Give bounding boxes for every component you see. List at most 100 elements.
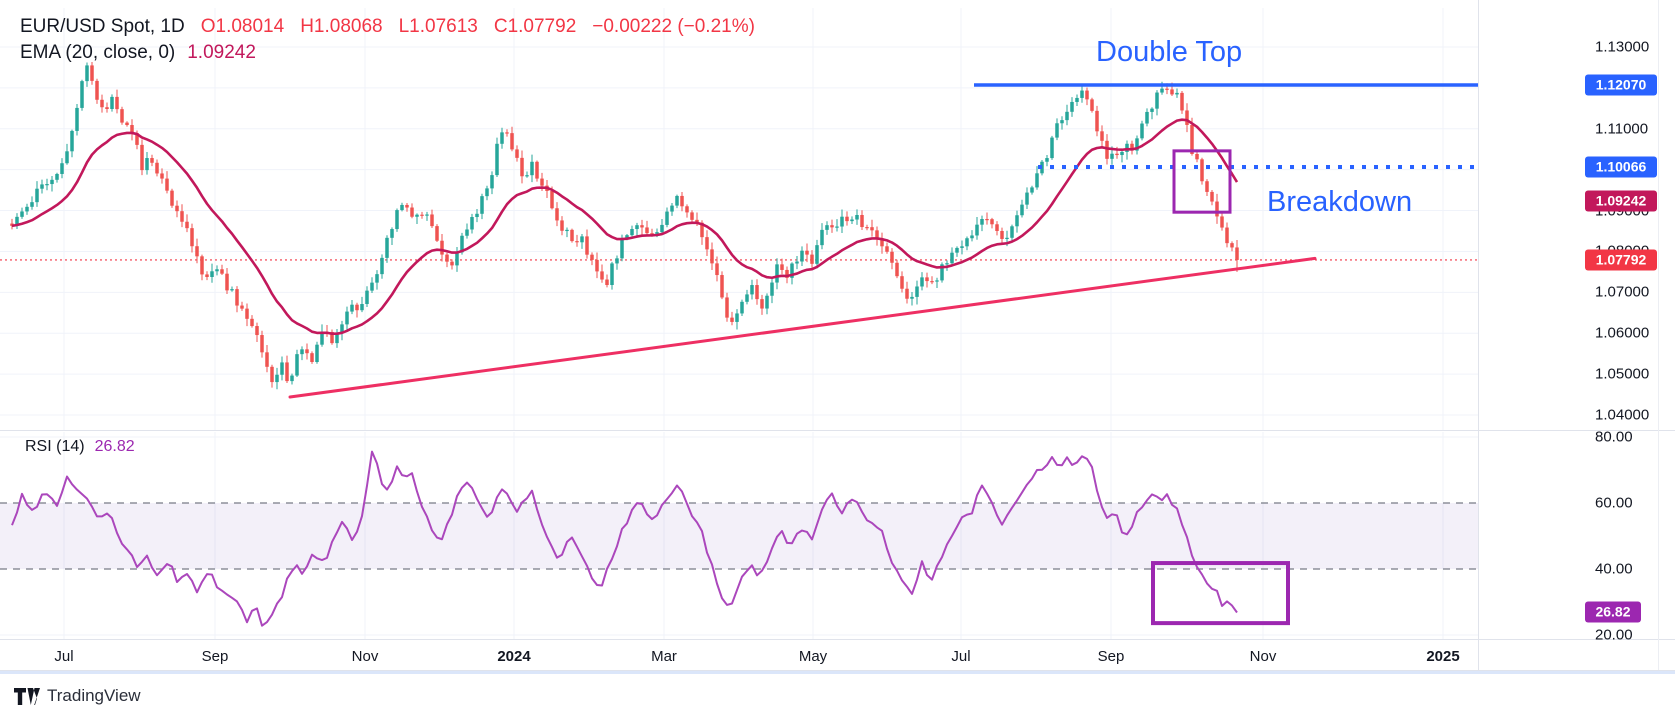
candle-body <box>630 229 634 236</box>
candle-body <box>680 195 684 207</box>
candle-body <box>755 285 759 300</box>
candle-body <box>860 214 864 228</box>
candle-body <box>800 250 804 262</box>
candle-body <box>640 225 644 228</box>
candle-body <box>490 175 494 189</box>
price-axis-label: 1.11000 <box>1595 120 1649 138</box>
price-badge: 1.10066 <box>1585 156 1657 178</box>
ohlc-low: L1.07613 <box>398 16 478 37</box>
rsi-axis-label: 80.00 <box>1595 428 1633 446</box>
ema-legend-label[interactable]: EMA (20, close, 0) <box>20 42 176 63</box>
price-axis-label: 1.13000 <box>1595 38 1650 56</box>
candle-body <box>595 259 599 272</box>
candle-body <box>1150 108 1154 112</box>
candle-body <box>975 224 979 236</box>
breakdown-label[interactable]: Breakdown <box>1267 186 1413 218</box>
candle-body <box>725 297 729 318</box>
time-axis-label: 2025 <box>1426 648 1460 665</box>
candle-body <box>20 211 24 217</box>
candle-body <box>1080 90 1084 98</box>
candle-body <box>1155 92 1159 109</box>
candle-body <box>1025 192 1029 205</box>
price-axis-label: 1.04000 <box>1595 406 1650 424</box>
candle-body <box>695 219 699 223</box>
candle-body <box>995 224 999 231</box>
oversold-rect-rsi[interactable] <box>1151 561 1290 626</box>
candle-body <box>500 132 504 144</box>
price-pane[interactable] <box>0 6 1478 430</box>
candle-body <box>615 258 619 264</box>
time-axis-label: 2024 <box>497 648 531 665</box>
candle-body <box>280 362 284 375</box>
candle-body <box>405 204 409 208</box>
candle-body <box>735 313 739 322</box>
candle-body <box>610 263 614 285</box>
candle-body <box>425 214 429 216</box>
rsi-line[interactable] <box>11 450 1238 627</box>
candle-body <box>1115 153 1119 156</box>
candle-body <box>190 228 194 247</box>
candle-body <box>1100 131 1104 141</box>
pane-separator[interactable] <box>0 430 1675 431</box>
candle-body <box>1200 159 1204 182</box>
candle-body <box>185 221 189 229</box>
candle-body <box>745 294 749 302</box>
candle-body <box>150 158 154 163</box>
candle-body <box>1195 153 1199 160</box>
candle-body <box>235 289 239 306</box>
rsi-legend-label[interactable]: RSI (14) <box>25 438 85 455</box>
pane-separator[interactable] <box>0 639 1675 640</box>
candle-body <box>890 251 894 263</box>
candle-body <box>775 264 779 283</box>
candle-body <box>1090 99 1094 111</box>
price-axis-label: 1.06000 <box>1595 324 1650 342</box>
candle-body <box>1140 123 1144 139</box>
candle-body <box>540 178 544 186</box>
ema-line[interactable] <box>11 118 1239 336</box>
candle-body <box>865 227 869 229</box>
candle-body <box>515 149 519 158</box>
ohlc-close: C1.07792 <box>493 16 577 37</box>
candle-body <box>115 96 119 110</box>
candle-body <box>155 162 159 174</box>
candle-body <box>585 236 589 255</box>
candle-body <box>880 238 884 247</box>
double-top-label[interactable]: Double Top <box>1096 36 1243 68</box>
candle-body <box>790 263 794 278</box>
candle-body <box>1215 201 1219 217</box>
candle-body <box>1125 143 1129 152</box>
tradingview-logo[interactable]: TradingView <box>14 686 141 706</box>
ascending-trendline[interactable] <box>288 256 1317 399</box>
candle-body <box>45 184 49 186</box>
candle-body <box>580 236 584 243</box>
candle-body <box>345 311 349 325</box>
candle-body <box>740 301 744 314</box>
candle-body <box>915 286 919 297</box>
breakdown-rect-price[interactable] <box>1172 149 1232 214</box>
candle-body <box>520 157 524 177</box>
candle-body <box>1110 153 1114 159</box>
price-axis-separator[interactable] <box>1478 0 1479 670</box>
candle-body <box>635 225 639 230</box>
rsi-pane[interactable] <box>0 432 1478 639</box>
price-badge: 1.09242 <box>1585 190 1657 212</box>
symbol-title[interactable]: EUR/USD Spot, 1D <box>20 16 185 37</box>
candle-body <box>225 273 229 291</box>
candle-body <box>145 158 149 171</box>
candle-body <box>395 210 399 230</box>
candle-body <box>1175 92 1179 95</box>
candle-body <box>410 207 414 217</box>
time-axis-label: Sep <box>201 648 229 665</box>
candle-body <box>70 130 74 152</box>
candle-body <box>1145 111 1149 124</box>
candle-body <box>550 190 554 209</box>
candle-body <box>1085 90 1089 100</box>
candle-body <box>570 229 574 242</box>
candle-body <box>120 109 124 123</box>
candle-body <box>1075 97 1079 102</box>
time-axis-label: Jul <box>54 648 74 665</box>
candle-body <box>265 352 269 367</box>
candle-body <box>100 99 104 108</box>
